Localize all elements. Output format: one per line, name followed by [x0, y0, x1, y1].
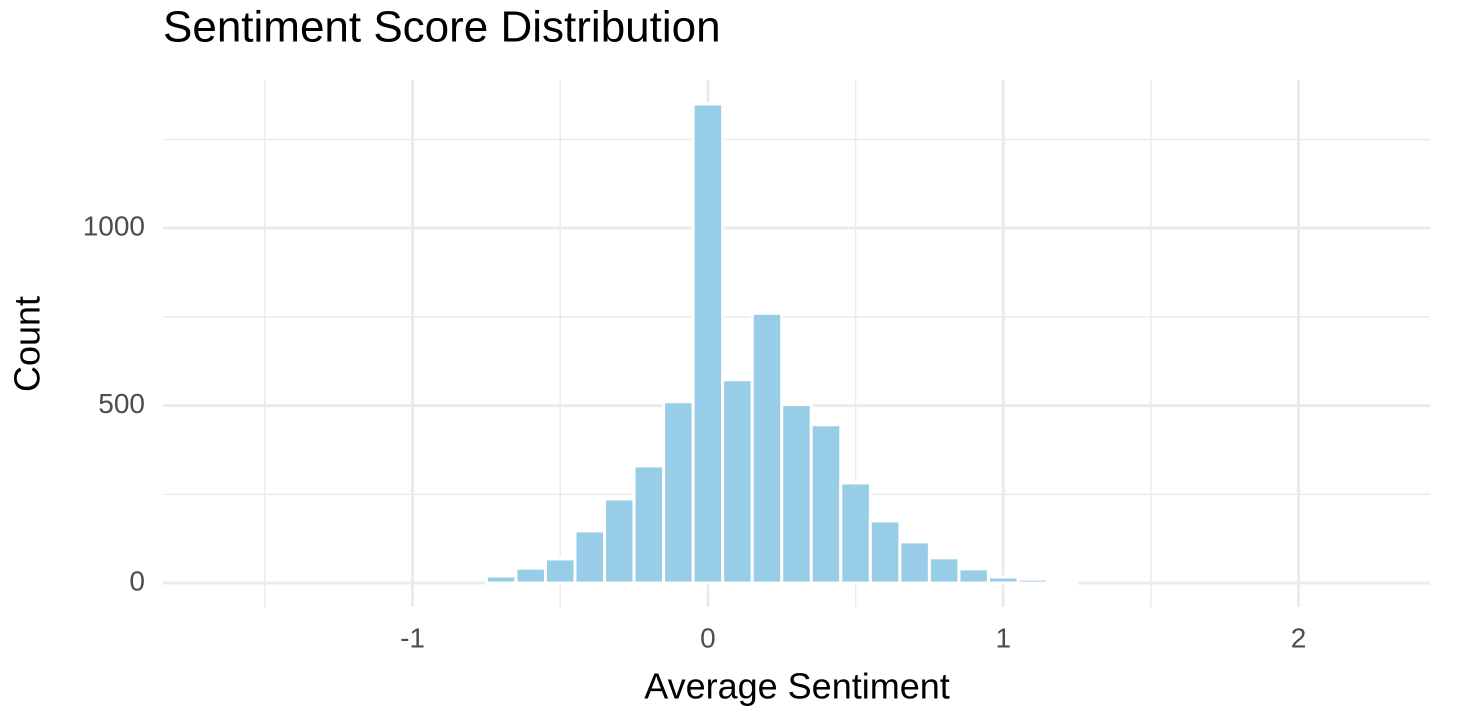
bar — [1016, 577, 1050, 585]
bar — [780, 403, 813, 585]
x-tick-label: 1 — [995, 622, 1011, 653]
y-axis-label: Count — [7, 296, 48, 392]
bar — [603, 497, 636, 585]
y-tick-label: 1000 — [83, 211, 145, 242]
bar — [957, 567, 990, 585]
y-tick-label: 0 — [129, 565, 145, 596]
bar — [809, 423, 843, 585]
bar — [691, 102, 725, 585]
bar — [927, 556, 961, 585]
bar — [662, 400, 695, 585]
x-tick-label: -1 — [400, 622, 425, 653]
bar — [750, 311, 784, 585]
bar — [514, 566, 547, 585]
bar — [721, 378, 754, 585]
bar — [543, 557, 577, 585]
bar — [898, 540, 931, 585]
bar — [484, 574, 518, 585]
bar — [573, 529, 607, 585]
bar — [986, 575, 1020, 585]
x-tick-label: 0 — [700, 622, 716, 653]
bar — [868, 519, 902, 585]
chart-title: Sentiment Score Distribution — [163, 3, 721, 52]
x-tick-label: 2 — [1291, 622, 1307, 653]
y-tick-label: 500 — [98, 388, 145, 419]
bar — [1046, 578, 1079, 585]
bar — [839, 481, 872, 585]
bar — [632, 464, 666, 585]
x-axis-label: Average Sentiment — [644, 666, 950, 707]
